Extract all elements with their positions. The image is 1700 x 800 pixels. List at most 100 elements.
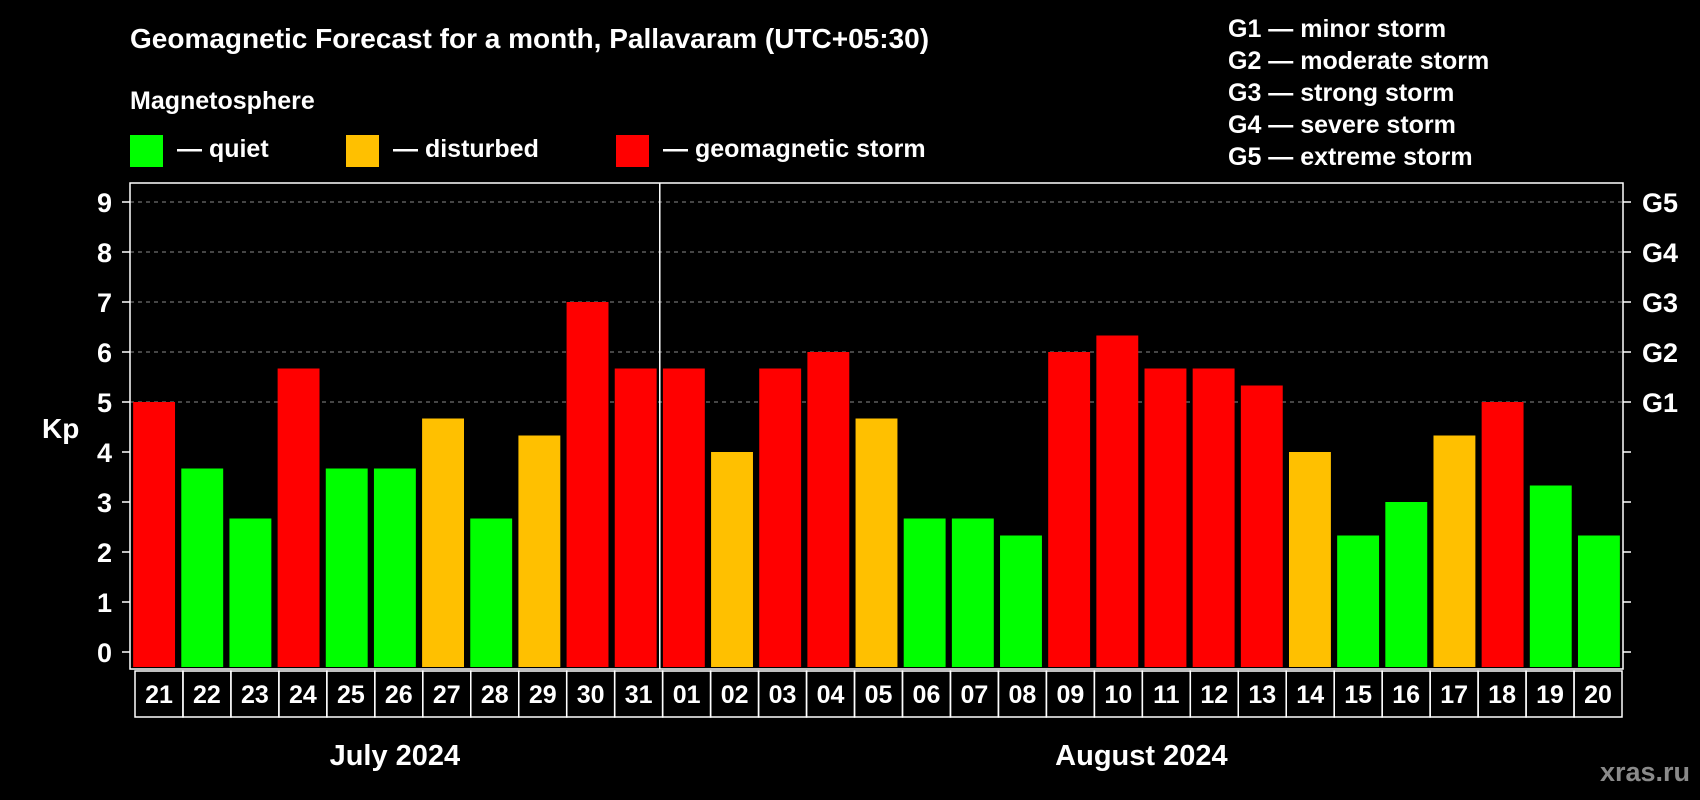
legend-label-storm: — geomagnetic storm: [663, 135, 926, 163]
y-tick-label-6: 6: [97, 338, 112, 368]
g-tick-label-G3: G3: [1642, 288, 1678, 318]
x-tick-label-16: 16: [1392, 681, 1420, 709]
x-tick-label-01: 01: [673, 681, 701, 709]
bar-17: [1433, 435, 1476, 667]
month-label-0: July 2024: [330, 740, 461, 772]
x-tick-label-18: 18: [1488, 681, 1516, 709]
g-tick-label-G2: G2: [1642, 338, 1678, 368]
bar-12: [1192, 368, 1235, 667]
y-tick-label-0: 0: [97, 638, 112, 668]
g-tick-label-G5: G5: [1642, 188, 1678, 218]
y-tick-label-7: 7: [97, 288, 112, 318]
g-legend-item-4: G4 — severe storm: [1228, 111, 1456, 139]
g-scale-legend: G1 — minor storm G2 — moderate storm G3 — …: [1228, 15, 1489, 171]
legend-label-disturbed: — disturbed: [393, 135, 539, 163]
grid-lines: [130, 201, 1623, 403]
bar-04: [807, 352, 850, 667]
x-tick-label-02: 02: [721, 681, 749, 709]
bar-27: [422, 418, 464, 667]
x-tick-label-08: 08: [1008, 681, 1036, 709]
y-axis-ticks: 0 1 2 3 4 5 6 7 8 9: [97, 188, 130, 668]
x-tick-label-13: 13: [1248, 681, 1276, 709]
g-tick-label-G1: G1: [1642, 388, 1678, 418]
bar-29: [518, 435, 561, 667]
legend-swatch-quiet: [130, 135, 163, 167]
x-tick-label-27: 27: [433, 681, 461, 709]
x-tick-label-11: 11: [1153, 681, 1180, 709]
bar-25: [325, 468, 368, 667]
y-tick-label-2: 2: [97, 538, 112, 568]
y-tick-label-5: 5: [97, 388, 112, 418]
legend-title: Magnetosphere: [130, 87, 315, 115]
x-tick-label-19: 19: [1536, 681, 1564, 709]
bar-02: [711, 452, 753, 667]
bars: [133, 302, 1620, 667]
bar-11: [1144, 368, 1187, 667]
bar-18: [1481, 402, 1524, 667]
x-tick-label-09: 09: [1056, 681, 1084, 709]
y-tick-label-9: 9: [97, 188, 112, 218]
legend-swatch-disturbed: [346, 135, 379, 167]
y-tick-label-1: 1: [97, 588, 112, 618]
x-tick-label-24: 24: [289, 681, 317, 709]
x-tick-label-15: 15: [1344, 681, 1372, 709]
bar-16: [1385, 502, 1428, 667]
x-tick-label-10: 10: [1104, 681, 1132, 709]
x-tick-label-23: 23: [241, 681, 269, 709]
g-axis-ticks: G1 G2 G3 G4 G5: [1623, 188, 1678, 653]
x-tick-label-05: 05: [865, 681, 893, 709]
bar-14: [1289, 452, 1331, 667]
bar-10: [1096, 335, 1139, 667]
legend-label-quiet: — quiet: [177, 135, 269, 163]
g-legend-item-2: G2 — moderate storm: [1228, 47, 1489, 75]
bar-23: [229, 518, 272, 667]
bar-07: [951, 518, 994, 667]
y-tick-label-3: 3: [97, 488, 112, 518]
bar-19: [1529, 485, 1572, 667]
bar-24: [277, 368, 320, 667]
status-legend: — quiet — disturbed — geomagnetic storm: [130, 135, 926, 167]
legend-swatch-storm: [616, 135, 649, 167]
x-tick-label-06: 06: [913, 681, 941, 709]
x-tick-label-25: 25: [337, 681, 365, 709]
x-tick-label-21: 21: [145, 681, 173, 709]
month-label-1: August 2024: [1055, 740, 1227, 772]
y-tick-label-8: 8: [97, 238, 112, 268]
x-axis-ticks: 21 22 23 24 25 26 27 28 29 30 31 01 02 03 04 05 06 07 08 09…: [134, 670, 1623, 718]
bar-30: [566, 302, 609, 667]
x-tick-label-28: 28: [481, 681, 509, 709]
bar-22: [181, 468, 224, 667]
bar-15: [1337, 535, 1380, 667]
bar-20: [1577, 535, 1620, 667]
g-legend-item-1: G1 — minor storm: [1228, 15, 1446, 43]
g-legend-item-5: G5 — extreme storm: [1228, 143, 1473, 171]
g-legend-item-3: G3 — strong storm: [1228, 79, 1454, 107]
bar-31: [614, 368, 657, 667]
g-tick-label-G4: G4: [1642, 238, 1678, 268]
bar-26: [373, 468, 416, 667]
x-tick-label-30: 30: [577, 681, 605, 709]
bar-09: [1048, 352, 1091, 667]
month-labels: July 2024 August 2024: [330, 740, 1228, 772]
x-tick-label-29: 29: [529, 681, 557, 709]
bar-08: [1000, 535, 1042, 667]
bar-28: [470, 518, 513, 667]
x-tick-label-20: 20: [1584, 681, 1612, 709]
x-tick-label-17: 17: [1440, 681, 1468, 709]
watermark: xras.ru: [1600, 757, 1690, 787]
bar-13: [1240, 385, 1283, 667]
x-tick-label-26: 26: [385, 681, 413, 709]
x-tick-label-22: 22: [193, 681, 221, 709]
y-tick-label-4: 4: [97, 438, 112, 468]
x-tick-label-03: 03: [769, 681, 797, 709]
x-tick-label-31: 31: [625, 681, 653, 709]
x-tick-label-14: 14: [1296, 681, 1324, 709]
x-tick-label-07: 07: [961, 681, 989, 709]
x-tick-label-04: 04: [817, 681, 845, 709]
plot-frame: [129, 182, 1624, 670]
x-tick-box-20: [1573, 670, 1623, 718]
chart-title: Geomagnetic Forecast for a month, Pallav…: [130, 23, 929, 54]
bar-05: [855, 418, 898, 667]
x-tick-label-12: 12: [1200, 681, 1228, 709]
